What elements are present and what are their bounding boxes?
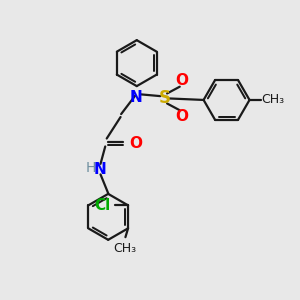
- Text: H: H: [85, 161, 96, 175]
- Text: Cl: Cl: [94, 198, 110, 213]
- Text: S: S: [159, 89, 171, 107]
- Text: N: N: [94, 162, 106, 177]
- Text: O: O: [175, 73, 188, 88]
- Text: CH₃: CH₃: [113, 242, 136, 255]
- Text: O: O: [175, 109, 188, 124]
- Text: O: O: [129, 136, 142, 151]
- Text: N: N: [130, 90, 142, 105]
- Text: CH₃: CH₃: [262, 93, 285, 106]
